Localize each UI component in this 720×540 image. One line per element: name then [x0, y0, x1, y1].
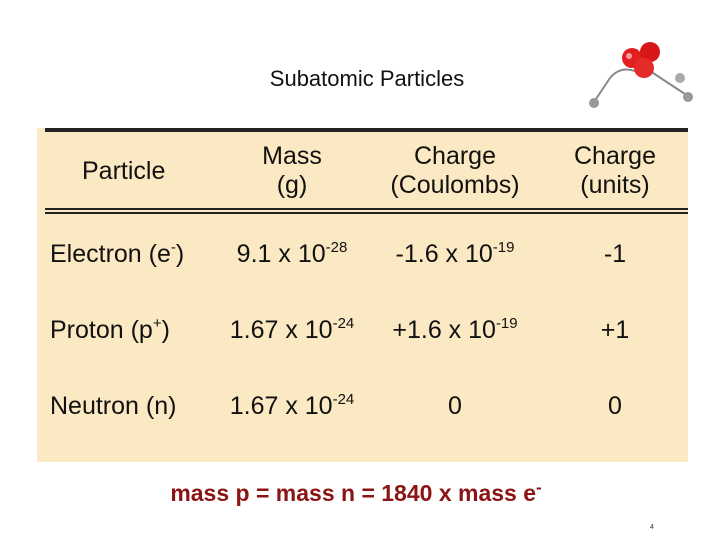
table-cell: -1 — [545, 240, 685, 268]
cell-text: 0 — [608, 392, 622, 420]
header-cell: Charge (units) — [545, 142, 685, 200]
table-cell: +1 — [545, 316, 685, 344]
table-cell: 0 — [370, 392, 540, 420]
superscript: -28 — [325, 239, 348, 256]
header-line: Charge — [414, 142, 496, 170]
header-line: Charge — [574, 142, 656, 170]
page-number: 4 — [650, 524, 654, 531]
superscript: -24 — [332, 391, 355, 408]
cell-text: -1.6 x 10 — [395, 240, 493, 268]
table-top-rule — [45, 128, 688, 132]
table-cell: 1.67 x 10-24 — [212, 392, 372, 420]
cell-text: 0 — [448, 392, 462, 420]
table-cell: Electron (e-) — [50, 240, 220, 268]
cell-text: mass p = mass n = 1840 x mass e — [170, 480, 537, 506]
table-cell: Neutron (n) — [50, 392, 220, 420]
table-cell: +1.6 x 10-19 — [370, 316, 540, 344]
header-rule — [45, 208, 688, 210]
cell-text: Neutron (n) — [50, 392, 177, 420]
header-line: Mass — [262, 142, 322, 170]
cell-text: Proton (p — [50, 316, 153, 344]
superscript: - — [536, 478, 542, 497]
cell-text: -1 — [603, 240, 627, 268]
header-line: (units) — [580, 171, 650, 199]
cell-text: +1 — [600, 316, 630, 344]
header-cell: Particle — [82, 157, 242, 186]
molecule-icon — [589, 42, 693, 108]
cell-text: ) — [175, 240, 185, 268]
superscript: -24 — [332, 315, 355, 332]
cell-text: 9.1 x 10 — [236, 240, 326, 268]
table-cell: 0 — [545, 392, 685, 420]
header-line: (g) — [276, 171, 308, 199]
header-rule — [45, 212, 688, 214]
table-cell: 9.1 x 10-28 — [212, 240, 372, 268]
table-cell: -1.6 x 10-19 — [370, 240, 540, 268]
header-cell: Charge (Coulombs) — [370, 142, 540, 200]
footer-note: mass p = mass n = 1840 x mass e- — [0, 478, 712, 507]
cell-text: Electron (e — [50, 240, 171, 268]
cell-text: ) — [161, 316, 170, 344]
table-cell: Proton (p+) — [50, 316, 220, 344]
cell-text: 1.67 x 10 — [229, 316, 333, 344]
header-cell: Mass (g) — [212, 142, 372, 200]
table-panel — [37, 128, 688, 462]
table-cell: 1.67 x 10-24 — [212, 316, 372, 344]
superscript: + — [152, 315, 162, 332]
superscript: -19 — [492, 239, 515, 256]
cell-text: +1.6 x 10 — [392, 316, 496, 344]
cell-text: 1.67 x 10 — [229, 392, 333, 420]
superscript: -19 — [495, 315, 518, 332]
header-line: Particle — [82, 157, 166, 185]
header-line: (Coulombs) — [390, 171, 520, 199]
slide-title: Subatomic Particles — [269, 66, 465, 91]
superscript: - — [170, 239, 176, 256]
